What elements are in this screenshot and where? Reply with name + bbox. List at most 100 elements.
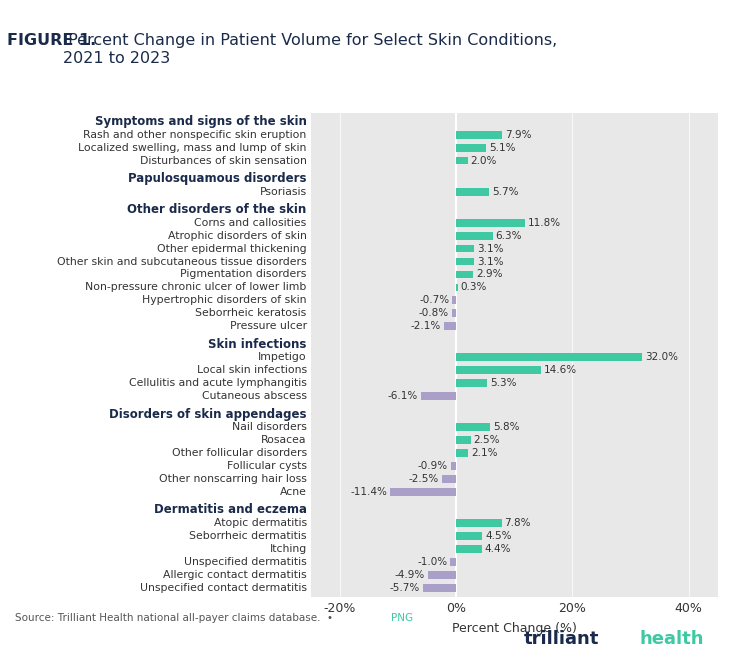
Text: Skin infections: Skin infections <box>209 338 307 351</box>
Text: 14.6%: 14.6% <box>544 365 577 375</box>
Text: 7.8%: 7.8% <box>505 518 531 528</box>
Text: -0.9%: -0.9% <box>418 461 448 471</box>
Text: 32.0%: 32.0% <box>645 352 678 362</box>
Text: Dermatitis and eczema: Dermatitis and eczema <box>154 503 307 516</box>
Text: 5.1%: 5.1% <box>488 143 515 152</box>
Bar <box>456 449 468 457</box>
Text: -0.8%: -0.8% <box>419 308 448 318</box>
Text: -5.7%: -5.7% <box>390 583 420 593</box>
Text: Atrophic disorders of skin: Atrophic disorders of skin <box>168 231 307 241</box>
Text: -4.9%: -4.9% <box>394 570 425 579</box>
Text: Other nonscarring hair loss: Other nonscarring hair loss <box>159 474 307 484</box>
Bar <box>456 519 502 527</box>
Text: 0.3%: 0.3% <box>461 282 487 292</box>
Bar <box>451 310 456 317</box>
Text: -1.0%: -1.0% <box>417 557 448 567</box>
Text: Percent Change in Patient Volume for Select Skin Conditions,
2021 to 2023: Percent Change in Patient Volume for Sel… <box>63 33 557 66</box>
Text: Pigmentation disorders: Pigmentation disorders <box>181 269 307 280</box>
Bar <box>456 245 474 253</box>
Text: Localized swelling, mass and lump of skin: Localized swelling, mass and lump of ski… <box>78 143 307 152</box>
Text: Cutaneous abscess: Cutaneous abscess <box>202 391 307 401</box>
Bar <box>456 219 525 227</box>
Bar <box>456 367 541 374</box>
Text: Other follicular disorders: Other follicular disorders <box>172 448 307 458</box>
Bar <box>451 558 456 566</box>
Bar <box>456 131 502 139</box>
Text: -2.5%: -2.5% <box>408 474 439 484</box>
Bar <box>456 188 489 196</box>
Text: 2.9%: 2.9% <box>476 269 502 280</box>
Bar <box>423 583 456 591</box>
Text: Impetigo: Impetigo <box>258 352 307 362</box>
Text: Rosacea: Rosacea <box>261 435 307 445</box>
Text: 3.1%: 3.1% <box>477 243 504 253</box>
Bar <box>456 436 471 444</box>
Bar <box>456 232 493 239</box>
Bar <box>428 571 456 579</box>
Text: Papulosquamous disorders: Papulosquamous disorders <box>128 172 307 185</box>
Text: Unspecified dermatitis: Unspecified dermatitis <box>184 557 307 567</box>
Bar <box>456 379 487 387</box>
Text: Symptoms and signs of the skin: Symptoms and signs of the skin <box>95 115 307 128</box>
Bar <box>456 156 468 164</box>
Text: 2.1%: 2.1% <box>471 448 498 458</box>
Text: Other skin and subcutaneous tissue disorders: Other skin and subcutaneous tissue disor… <box>57 257 307 267</box>
Text: Rash and other nonspecific skin eruption: Rash and other nonspecific skin eruption <box>84 130 307 140</box>
Text: PNG: PNG <box>391 613 414 623</box>
X-axis label: Percent Change (%): Percent Change (%) <box>452 621 576 634</box>
Text: -11.4%: -11.4% <box>350 487 387 497</box>
Text: Disturbances of skin sensation: Disturbances of skin sensation <box>140 156 307 166</box>
Text: health: health <box>639 630 704 648</box>
Text: Hypertrophic disorders of skin: Hypertrophic disorders of skin <box>142 295 307 306</box>
Text: 2.5%: 2.5% <box>474 435 500 445</box>
Text: Local skin infections: Local skin infections <box>197 365 307 375</box>
Text: Source: Trilliant Health national all-payer claims database.  •: Source: Trilliant Health national all-pa… <box>15 613 339 623</box>
Text: 4.4%: 4.4% <box>485 544 511 554</box>
Text: 3.1%: 3.1% <box>477 257 504 267</box>
Bar <box>456 423 490 431</box>
Text: Non-pressure chronic ulcer of lower limb: Non-pressure chronic ulcer of lower limb <box>85 282 307 292</box>
Text: Unspecified contact dermatitis: Unspecified contact dermatitis <box>140 583 307 593</box>
Bar <box>420 392 456 400</box>
Text: Follicular cysts: Follicular cysts <box>226 461 307 471</box>
Text: Psoriasis: Psoriasis <box>260 187 307 197</box>
Text: Atopic dermatitis: Atopic dermatitis <box>214 518 307 528</box>
Bar <box>456 144 486 152</box>
Text: Seborrheic dermatitis: Seborrheic dermatitis <box>189 531 307 541</box>
Text: 2.0%: 2.0% <box>471 156 497 166</box>
Text: trilliant: trilliant <box>524 630 599 648</box>
Bar <box>456 353 642 361</box>
Text: -0.7%: -0.7% <box>419 295 449 306</box>
Bar <box>456 532 482 540</box>
Text: Seborrheic keratosis: Seborrheic keratosis <box>195 308 307 318</box>
Bar <box>452 296 456 304</box>
Text: Other epidermal thickening: Other epidermal thickening <box>157 243 307 253</box>
Bar <box>456 258 474 265</box>
Text: Acne: Acne <box>280 487 307 497</box>
Text: Other disorders of the skin: Other disorders of the skin <box>127 204 307 216</box>
Text: Corns and callosities: Corns and callosities <box>195 217 307 227</box>
Text: 7.9%: 7.9% <box>505 130 531 140</box>
Text: 6.3%: 6.3% <box>496 231 522 241</box>
Text: Nail disorders: Nail disorders <box>232 422 307 432</box>
Bar <box>456 271 473 278</box>
Text: -2.1%: -2.1% <box>411 322 441 332</box>
Text: 5.8%: 5.8% <box>493 422 519 432</box>
Text: 5.3%: 5.3% <box>490 378 517 388</box>
Text: 4.5%: 4.5% <box>485 531 512 541</box>
Text: -6.1%: -6.1% <box>388 391 418 401</box>
Bar <box>442 475 456 483</box>
Text: 5.7%: 5.7% <box>492 187 519 197</box>
Bar <box>444 322 456 330</box>
Bar <box>390 488 456 496</box>
Text: Allergic contact dermatitis: Allergic contact dermatitis <box>163 570 307 579</box>
Text: Itching: Itching <box>269 544 307 554</box>
Bar <box>451 462 456 470</box>
Text: Disorders of skin appendages: Disorders of skin appendages <box>110 408 307 421</box>
Text: FIGURE 1.: FIGURE 1. <box>7 33 97 48</box>
Bar <box>456 284 458 291</box>
Text: 11.8%: 11.8% <box>528 217 561 227</box>
Text: Pressure ulcer: Pressure ulcer <box>229 322 307 332</box>
Text: Cellulitis and acute lymphangitis: Cellulitis and acute lymphangitis <box>129 378 307 388</box>
Bar <box>456 545 482 553</box>
